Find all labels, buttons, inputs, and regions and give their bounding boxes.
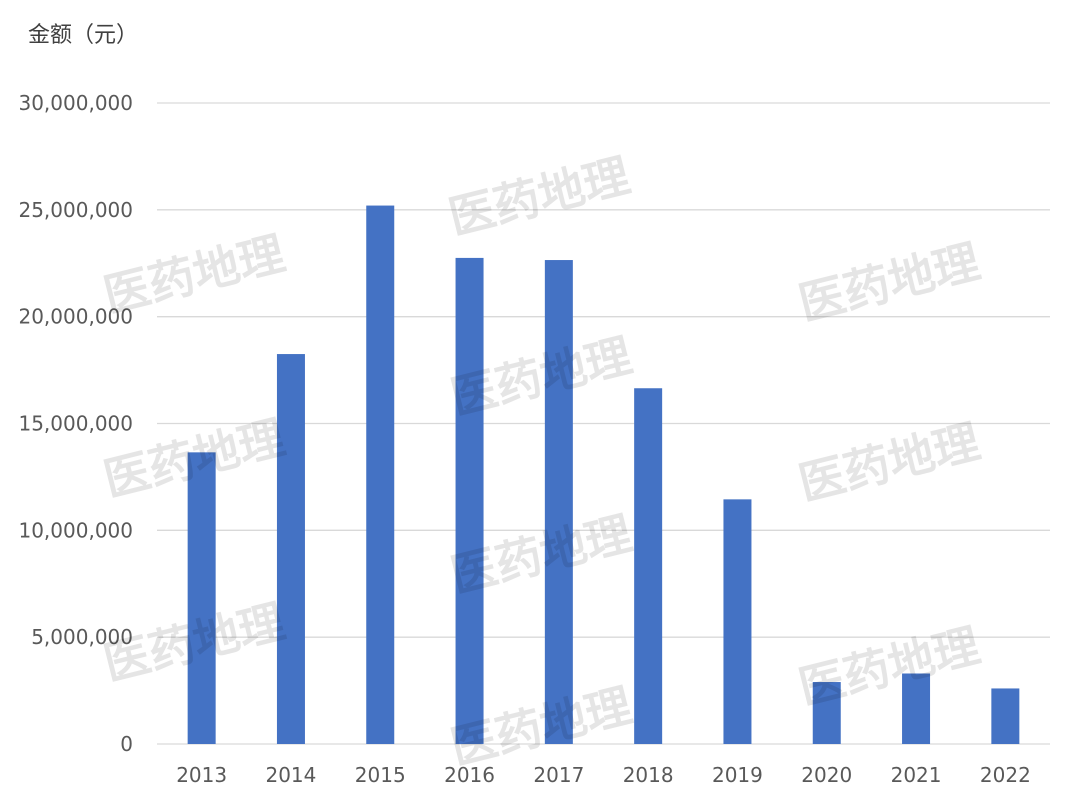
bar-2022: [991, 688, 1020, 744]
bar-2013: [187, 452, 216, 744]
y-tick-label: 20,000,000: [18, 305, 133, 329]
x-tick-label: 2017: [533, 763, 584, 787]
x-tick-label: 2013: [176, 763, 227, 787]
y-axis-unit-label: 金额（元）: [28, 23, 138, 48]
bar-2017: [544, 260, 573, 744]
x-tick-label: 2015: [355, 763, 406, 787]
watermark-text: 医药地理: [98, 226, 290, 323]
bar-2021: [902, 673, 931, 744]
x-tick-label: 2020: [801, 763, 852, 787]
bar-2015: [366, 205, 395, 744]
x-tick-label: 2014: [265, 763, 316, 787]
bar-2014: [276, 354, 305, 744]
y-tick-label: 0: [120, 732, 133, 756]
x-tick-label: 2019: [712, 763, 763, 787]
bar-2020: [812, 682, 841, 744]
bar-2019: [723, 499, 752, 744]
x-tick-label: 2018: [623, 763, 674, 787]
gridlines: [157, 102, 1050, 745]
watermark-text: 医药地理: [443, 148, 635, 245]
x-axis-tick-labels: 2013 2014 2015 2016 2017 2018 2019 2020 2021 2022: [176, 763, 1031, 787]
y-tick-label: 5,000,000: [31, 625, 133, 649]
watermark-text: 医药地理: [793, 414, 985, 511]
y-tick-label: 10,000,000: [18, 518, 133, 542]
bar-2018: [634, 388, 663, 744]
x-tick-label: 2016: [444, 763, 495, 787]
x-tick-label: 2022: [980, 763, 1031, 787]
y-tick-label: 30,000,000: [18, 91, 133, 115]
y-tick-label: 15,000,000: [18, 412, 133, 436]
y-tick-label: 25,000,000: [18, 198, 133, 222]
bars: [187, 205, 1020, 744]
watermark-text: 医药地理: [793, 618, 985, 715]
y-axis-tick-labels: 0 5,000,000 10,000,000 15,000,000 20,000,000…: [18, 91, 133, 756]
bar-2016: [455, 257, 484, 744]
x-tick-label: 2021: [891, 763, 942, 787]
